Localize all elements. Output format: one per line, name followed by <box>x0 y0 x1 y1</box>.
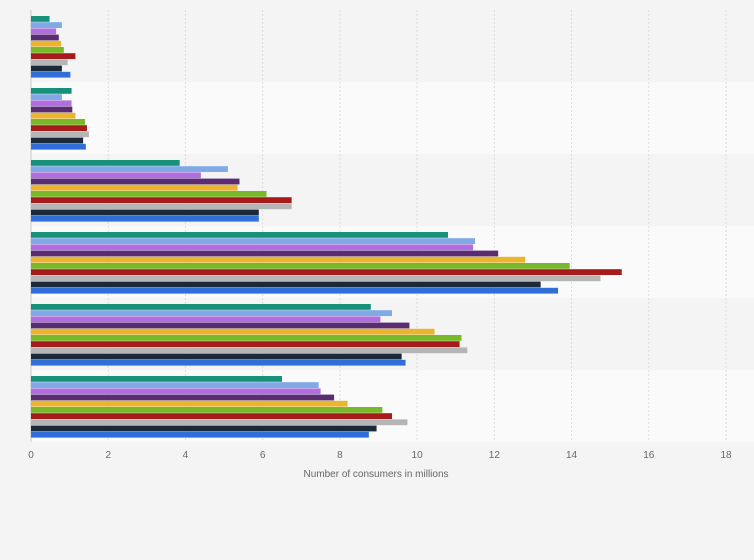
x-axis-title: Number of consumers in millions <box>303 469 448 480</box>
bars <box>31 16 622 438</box>
bar <box>31 197 292 203</box>
bar <box>31 431 369 438</box>
x-tick-label: 10 <box>412 450 424 461</box>
bar <box>31 94 62 100</box>
bar <box>31 382 319 388</box>
bar <box>31 59 68 66</box>
x-tick-labels: 0 2 4 6 8 10 12 14 16 18 <box>28 450 732 461</box>
bar <box>31 407 383 413</box>
bar <box>31 232 448 238</box>
group-band-2 <box>31 82 754 154</box>
bar <box>31 178 240 185</box>
bar <box>31 71 71 78</box>
bar <box>31 347 468 354</box>
bar <box>31 106 73 113</box>
bar <box>31 322 410 329</box>
bar <box>31 304 371 310</box>
bar <box>31 275 601 282</box>
bar <box>31 287 559 294</box>
bar <box>31 388 321 395</box>
bar <box>31 47 64 53</box>
bar <box>31 34 59 41</box>
bar <box>31 125 87 131</box>
bar <box>31 88 72 94</box>
bar <box>31 400 348 407</box>
bar <box>31 376 282 382</box>
x-tick-label: 18 <box>720 450 732 461</box>
bar <box>31 137 84 144</box>
bar <box>31 112 76 119</box>
bar <box>31 353 402 360</box>
bar <box>31 100 72 107</box>
bar <box>31 250 499 257</box>
bar <box>31 131 89 138</box>
bar <box>31 160 180 166</box>
bar <box>31 143 86 150</box>
x-tick-label: 2 <box>105 450 111 461</box>
bar <box>31 238 476 244</box>
bar <box>31 335 462 341</box>
bar <box>31 256 526 263</box>
bar <box>31 184 238 191</box>
bar <box>31 16 50 22</box>
bar <box>31 28 57 35</box>
bar <box>31 316 381 323</box>
bar <box>31 394 335 401</box>
bar <box>31 65 62 72</box>
bar <box>31 263 570 269</box>
bar <box>31 359 406 366</box>
x-tick-label: 0 <box>28 450 34 461</box>
bar <box>31 215 259 222</box>
x-tick-label: 4 <box>183 450 189 461</box>
bar <box>31 269 622 275</box>
x-tick-label: 8 <box>337 450 343 461</box>
bar <box>31 310 393 316</box>
gridlines <box>30 10 727 442</box>
bar <box>31 328 435 335</box>
bar <box>31 281 541 288</box>
bar <box>31 53 76 59</box>
x-tick-label: 6 <box>260 450 266 461</box>
bar <box>31 209 259 216</box>
bar <box>31 191 267 197</box>
bar <box>31 419 408 426</box>
bar <box>31 425 377 432</box>
bar <box>31 341 460 347</box>
x-tick-label: 12 <box>489 450 501 461</box>
bar <box>31 40 62 47</box>
bar <box>31 413 393 419</box>
x-tick-label: 14 <box>566 450 578 461</box>
group-band-1 <box>31 10 754 82</box>
bar <box>31 166 228 172</box>
x-tick-label: 16 <box>643 450 655 461</box>
bar <box>31 244 474 251</box>
bar <box>31 22 62 28</box>
bar <box>31 119 86 125</box>
bar <box>31 172 201 179</box>
bar <box>31 203 292 210</box>
